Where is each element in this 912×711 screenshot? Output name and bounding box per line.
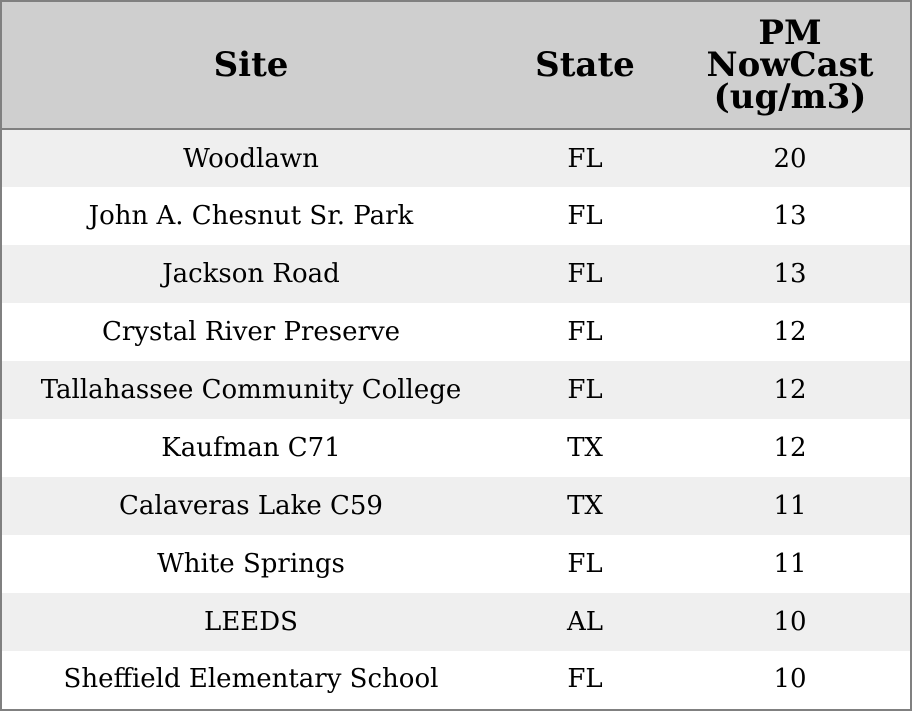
table-row: Sheffield Elementary School FL 10 bbox=[2, 651, 910, 707]
table-body: Woodlawn FL 20 John A. Chesnut Sr. Park FL 13… bbox=[2, 129, 910, 707]
cell-pm-nowcast: 11 bbox=[670, 477, 910, 535]
header-site: Site bbox=[2, 2, 500, 130]
cell-pm-nowcast: 11 bbox=[670, 535, 910, 593]
table-header-row: Site State PM NowCast (ug/m3) bbox=[2, 2, 910, 130]
cell-site: Jackson Road bbox=[2, 245, 500, 303]
table-row: Kaufman C71 TX 12 bbox=[2, 419, 910, 477]
cell-site: Tallahassee Community College bbox=[2, 361, 500, 419]
cell-state: FL bbox=[500, 245, 670, 303]
cell-site: Calaveras Lake C59 bbox=[2, 477, 500, 535]
cell-pm-nowcast: 13 bbox=[670, 245, 910, 303]
cell-state: FL bbox=[500, 129, 670, 187]
cell-site: LEEDS bbox=[2, 593, 500, 651]
table-row: Tallahassee Community College FL 12 bbox=[2, 361, 910, 419]
cell-state: FL bbox=[500, 361, 670, 419]
cell-site: Kaufman C71 bbox=[2, 419, 500, 477]
cell-pm-nowcast: 20 bbox=[670, 129, 910, 187]
table-row: LEEDS AL 10 bbox=[2, 593, 910, 651]
header-pm-line-2: NowCast bbox=[706, 45, 874, 85]
cell-state: FL bbox=[500, 303, 670, 361]
cell-site: Crystal River Preserve bbox=[2, 303, 500, 361]
cell-site: John A. Chesnut Sr. Park bbox=[2, 187, 500, 245]
cell-pm-nowcast: 10 bbox=[670, 651, 910, 707]
table-row: White Springs FL 11 bbox=[2, 535, 910, 593]
cell-site: Sheffield Elementary School bbox=[2, 651, 500, 707]
header-pm-line-3: (ug/m3) bbox=[713, 77, 867, 117]
table-row: Jackson Road FL 13 bbox=[2, 245, 910, 303]
header-pm-line-1: PM bbox=[758, 13, 822, 53]
cell-state: AL bbox=[500, 593, 670, 651]
header-pm-nowcast: PM NowCast (ug/m3) bbox=[670, 2, 910, 130]
cell-pm-nowcast: 13 bbox=[670, 187, 910, 245]
cell-pm-nowcast: 12 bbox=[670, 303, 910, 361]
table-row: Crystal River Preserve FL 12 bbox=[2, 303, 910, 361]
table-row: John A. Chesnut Sr. Park FL 13 bbox=[2, 187, 910, 245]
cell-pm-nowcast: 10 bbox=[670, 593, 910, 651]
table-row: Woodlawn FL 20 bbox=[2, 129, 910, 187]
table-row: Calaveras Lake C59 TX 11 bbox=[2, 477, 910, 535]
cell-state: TX bbox=[500, 477, 670, 535]
cell-state: FL bbox=[500, 651, 670, 707]
cell-site: White Springs bbox=[2, 535, 500, 593]
header-state: State bbox=[500, 2, 670, 130]
header-state-line: State bbox=[535, 45, 635, 85]
cell-site: Woodlawn bbox=[2, 129, 500, 187]
cell-pm-nowcast: 12 bbox=[670, 419, 910, 477]
cell-state: FL bbox=[500, 535, 670, 593]
header-site-line: Site bbox=[213, 45, 289, 85]
cell-state: TX bbox=[500, 419, 670, 477]
cell-state: FL bbox=[500, 187, 670, 245]
cell-pm-nowcast: 12 bbox=[670, 361, 910, 419]
